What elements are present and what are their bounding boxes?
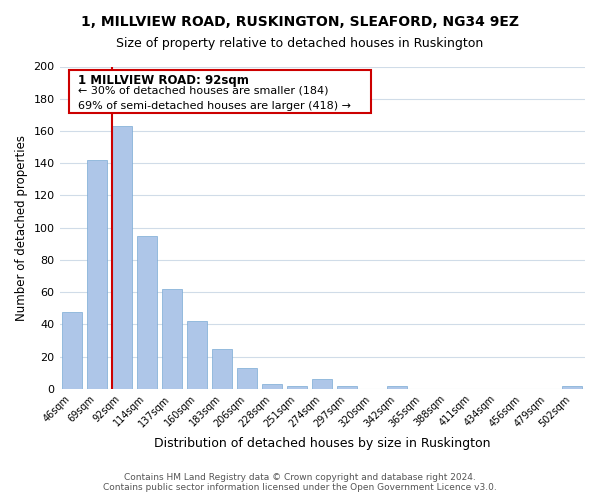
Bar <box>87 160 107 389</box>
X-axis label: Distribution of detached houses by size in Ruskington: Distribution of detached houses by size … <box>154 437 491 450</box>
Bar <box>112 126 132 389</box>
Bar <box>262 384 282 389</box>
Text: Size of property relative to detached houses in Ruskington: Size of property relative to detached ho… <box>116 38 484 51</box>
Bar <box>162 289 182 389</box>
Bar <box>62 312 82 389</box>
Bar <box>237 368 257 389</box>
Text: Contains HM Land Registry data © Crown copyright and database right 2024.
Contai: Contains HM Land Registry data © Crown c… <box>103 473 497 492</box>
Bar <box>212 348 232 389</box>
FancyBboxPatch shape <box>69 70 371 113</box>
Bar <box>388 386 407 389</box>
Y-axis label: Number of detached properties: Number of detached properties <box>15 134 28 320</box>
Bar <box>562 386 583 389</box>
Bar <box>337 386 358 389</box>
Bar <box>312 379 332 389</box>
Bar <box>137 236 157 389</box>
Text: ← 30% of detached houses are smaller (184)
69% of semi-detached houses are large: ← 30% of detached houses are smaller (18… <box>78 86 351 110</box>
Text: 1 MILLVIEW ROAD: 92sqm: 1 MILLVIEW ROAD: 92sqm <box>78 74 249 86</box>
Bar <box>187 321 207 389</box>
Text: 1, MILLVIEW ROAD, RUSKINGTON, SLEAFORD, NG34 9EZ: 1, MILLVIEW ROAD, RUSKINGTON, SLEAFORD, … <box>81 15 519 29</box>
Bar <box>287 386 307 389</box>
